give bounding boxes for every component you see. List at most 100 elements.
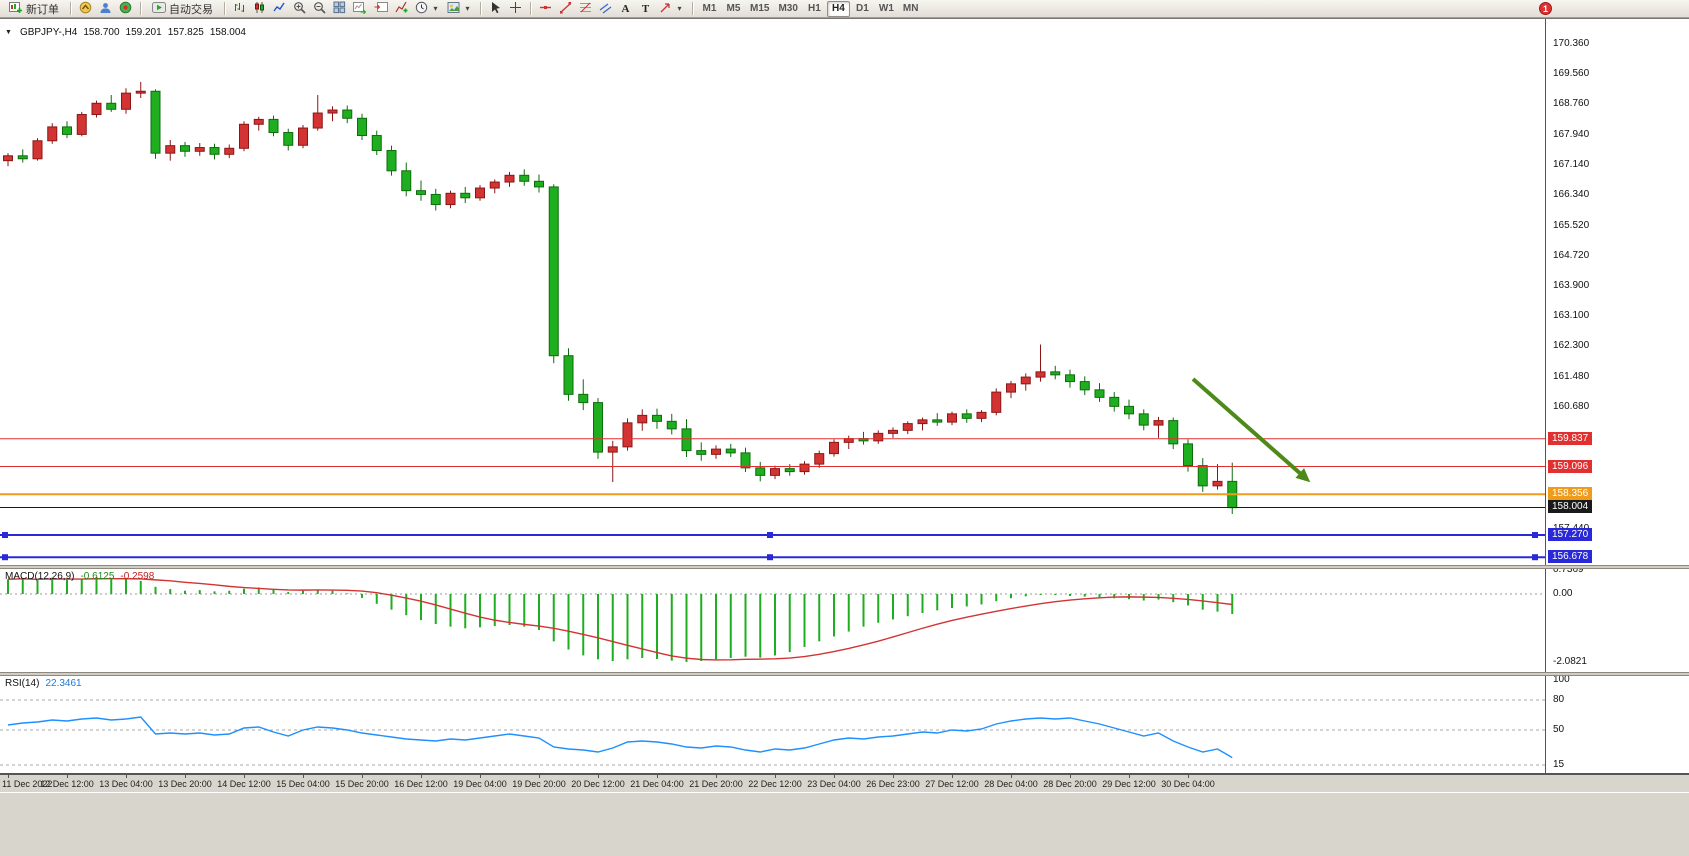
timeframe-m30-button[interactable]: M30 (774, 1, 801, 17)
auto-trading-button[interactable]: 自动交易 (146, 1, 219, 17)
macd-histogram (7, 577, 1234, 662)
line-handle[interactable] (1532, 554, 1538, 561)
timeframe-w1-button[interactable]: W1 (875, 1, 898, 17)
toolbar-separator (480, 2, 481, 15)
one-click-trading-toggle[interactable]: ▼ (5, 29, 12, 36)
price-badge: 158.004 (1548, 500, 1593, 514)
time-tick (598, 775, 599, 778)
channel-button[interactable] (596, 1, 615, 17)
line-chart-button[interactable] (270, 1, 289, 17)
price-axis[interactable]: 170.360 169.560 168.760 167.940 167.140 166.3… (1546, 20, 1689, 773)
auto-trading-label: 自动交易 (169, 3, 213, 16)
time-label: 21 Dec 04:00 (630, 779, 684, 789)
time-axis[interactable]: 11 Dec 2022 12 Dec 12:00 13 Dec 04:00 13 De… (0, 774, 1689, 792)
indicators-button[interactable] (392, 1, 411, 17)
time-tick (775, 775, 776, 778)
timeframe-h1-button[interactable]: H1 (803, 1, 826, 17)
periods-icon (415, 1, 428, 17)
time-label: 20 Dec 12:00 (571, 779, 625, 789)
rsi-axis-label: 15 (1553, 759, 1565, 770)
arrows-tool-button[interactable]: ▾ (656, 1, 687, 17)
profiles-icon (99, 1, 112, 17)
macd-signal-value: -0.2598 (120, 571, 155, 582)
macd-pane[interactable] (0, 569, 1546, 672)
rsi-value: 22.3461 (45, 678, 82, 689)
pane-splitter[interactable] (0, 565, 1689, 569)
templates-icon (447, 1, 460, 17)
rsi-name: RSI(14) (5, 678, 40, 689)
bar-chart-button[interactable] (230, 1, 249, 17)
price-tick: 164.720 (1553, 249, 1590, 261)
time-label: 16 Dec 12:00 (394, 779, 448, 789)
trend-arrow[interactable] (1191, 377, 1304, 477)
time-label: 14 Dec 12:00 (217, 779, 271, 789)
line-handle[interactable] (1532, 532, 1538, 539)
price-tick: 165.520 (1553, 219, 1590, 231)
new-order-button[interactable]: 新订单 (3, 1, 65, 17)
price-tick: 167.140 (1553, 158, 1590, 170)
main-toolbar: 新订单 自动交易 ▾ ▾ A T ▾ M1 M5 M15 M30 H1 H4 D… (0, 0, 1689, 18)
label-tool-button[interactable]: T (636, 1, 655, 17)
quotes-button[interactable] (76, 1, 95, 17)
timeframe-mn-button[interactable]: MN (899, 1, 923, 17)
candlestick-series (3, 81, 1238, 515)
auto-scroll-button[interactable] (350, 1, 370, 17)
open-value: 158.700 (83, 27, 120, 38)
chart-info-line: ▼ GBPJPY-,H4 158.700 159.201 157.825 158… (5, 27, 246, 38)
chart-shift-icon (374, 1, 388, 17)
candlestick-chart-button[interactable] (250, 1, 269, 17)
timeframe-m15-button[interactable]: M15 (746, 1, 773, 17)
price-tick: 163.900 (1553, 280, 1590, 292)
toolbar-separator (224, 2, 225, 15)
timeframe-h4-button[interactable]: H4 (826, 0, 850, 17)
line-handle[interactable] (2, 554, 8, 561)
price-tick: 167.940 (1553, 128, 1590, 140)
plot-bottom-border (0, 773, 1689, 774)
time-label: 21 Dec 20:00 (689, 779, 743, 789)
time-tick (952, 775, 953, 778)
price-badge: 159.837 (1548, 431, 1593, 445)
time-label: 13 Dec 20:00 (158, 779, 212, 789)
profiles-button[interactable] (96, 1, 115, 17)
bar-chart-icon (233, 1, 246, 17)
text-icon: A (621, 2, 630, 15)
zoom-out-button[interactable] (310, 1, 329, 17)
cursor-button[interactable] (486, 1, 505, 17)
rsi-pane[interactable] (0, 676, 1546, 773)
fibonacci-button[interactable] (576, 1, 595, 17)
timeframe-m1-button[interactable]: M1 (698, 1, 721, 17)
time-tick (185, 775, 186, 778)
horizontal-line-icon (539, 1, 552, 17)
crosshair-button[interactable] (506, 1, 525, 17)
text-tool-button[interactable]: A (616, 1, 635, 17)
label-icon: T (641, 2, 650, 15)
time-tick (480, 775, 481, 778)
price-tick: 160.680 (1553, 401, 1590, 413)
line-handle[interactable] (767, 554, 773, 561)
timeframe-d1-button[interactable]: D1 (851, 1, 874, 17)
notification-badge[interactable]: 1 (1539, 2, 1552, 15)
time-tick (1129, 775, 1130, 778)
price-badge: 159.096 (1548, 459, 1593, 473)
tile-windows-button[interactable] (330, 1, 349, 17)
chart-shift-button[interactable] (371, 1, 391, 17)
line-handle[interactable] (767, 532, 773, 539)
timeframe-m5-button[interactable]: M5 (722, 1, 745, 17)
low-value: 157.825 (167, 27, 204, 38)
auto-scroll-icon (353, 1, 367, 17)
periods-button[interactable]: ▾ (412, 1, 443, 17)
chart-window: 170.360 169.560 168.760 167.940 167.140 166.3… (0, 18, 1689, 774)
pane-splitter[interactable] (0, 672, 1689, 676)
horizontal-line-button[interactable] (536, 1, 555, 17)
price-tick: 166.340 (1553, 188, 1590, 200)
toolbar-separator (530, 2, 531, 15)
alerts-button[interactable] (116, 1, 135, 17)
zoom-in-button[interactable] (290, 1, 309, 17)
main-price-pane[interactable] (0, 20, 1546, 565)
price-tick: 161.480 (1553, 371, 1590, 383)
trendline-button[interactable] (556, 1, 575, 17)
line-handle[interactable] (2, 532, 8, 539)
templates-button[interactable]: ▾ (444, 1, 475, 17)
price-tick: 162.300 (1553, 340, 1590, 352)
rsi-axis-label: 100 (1553, 674, 1570, 685)
